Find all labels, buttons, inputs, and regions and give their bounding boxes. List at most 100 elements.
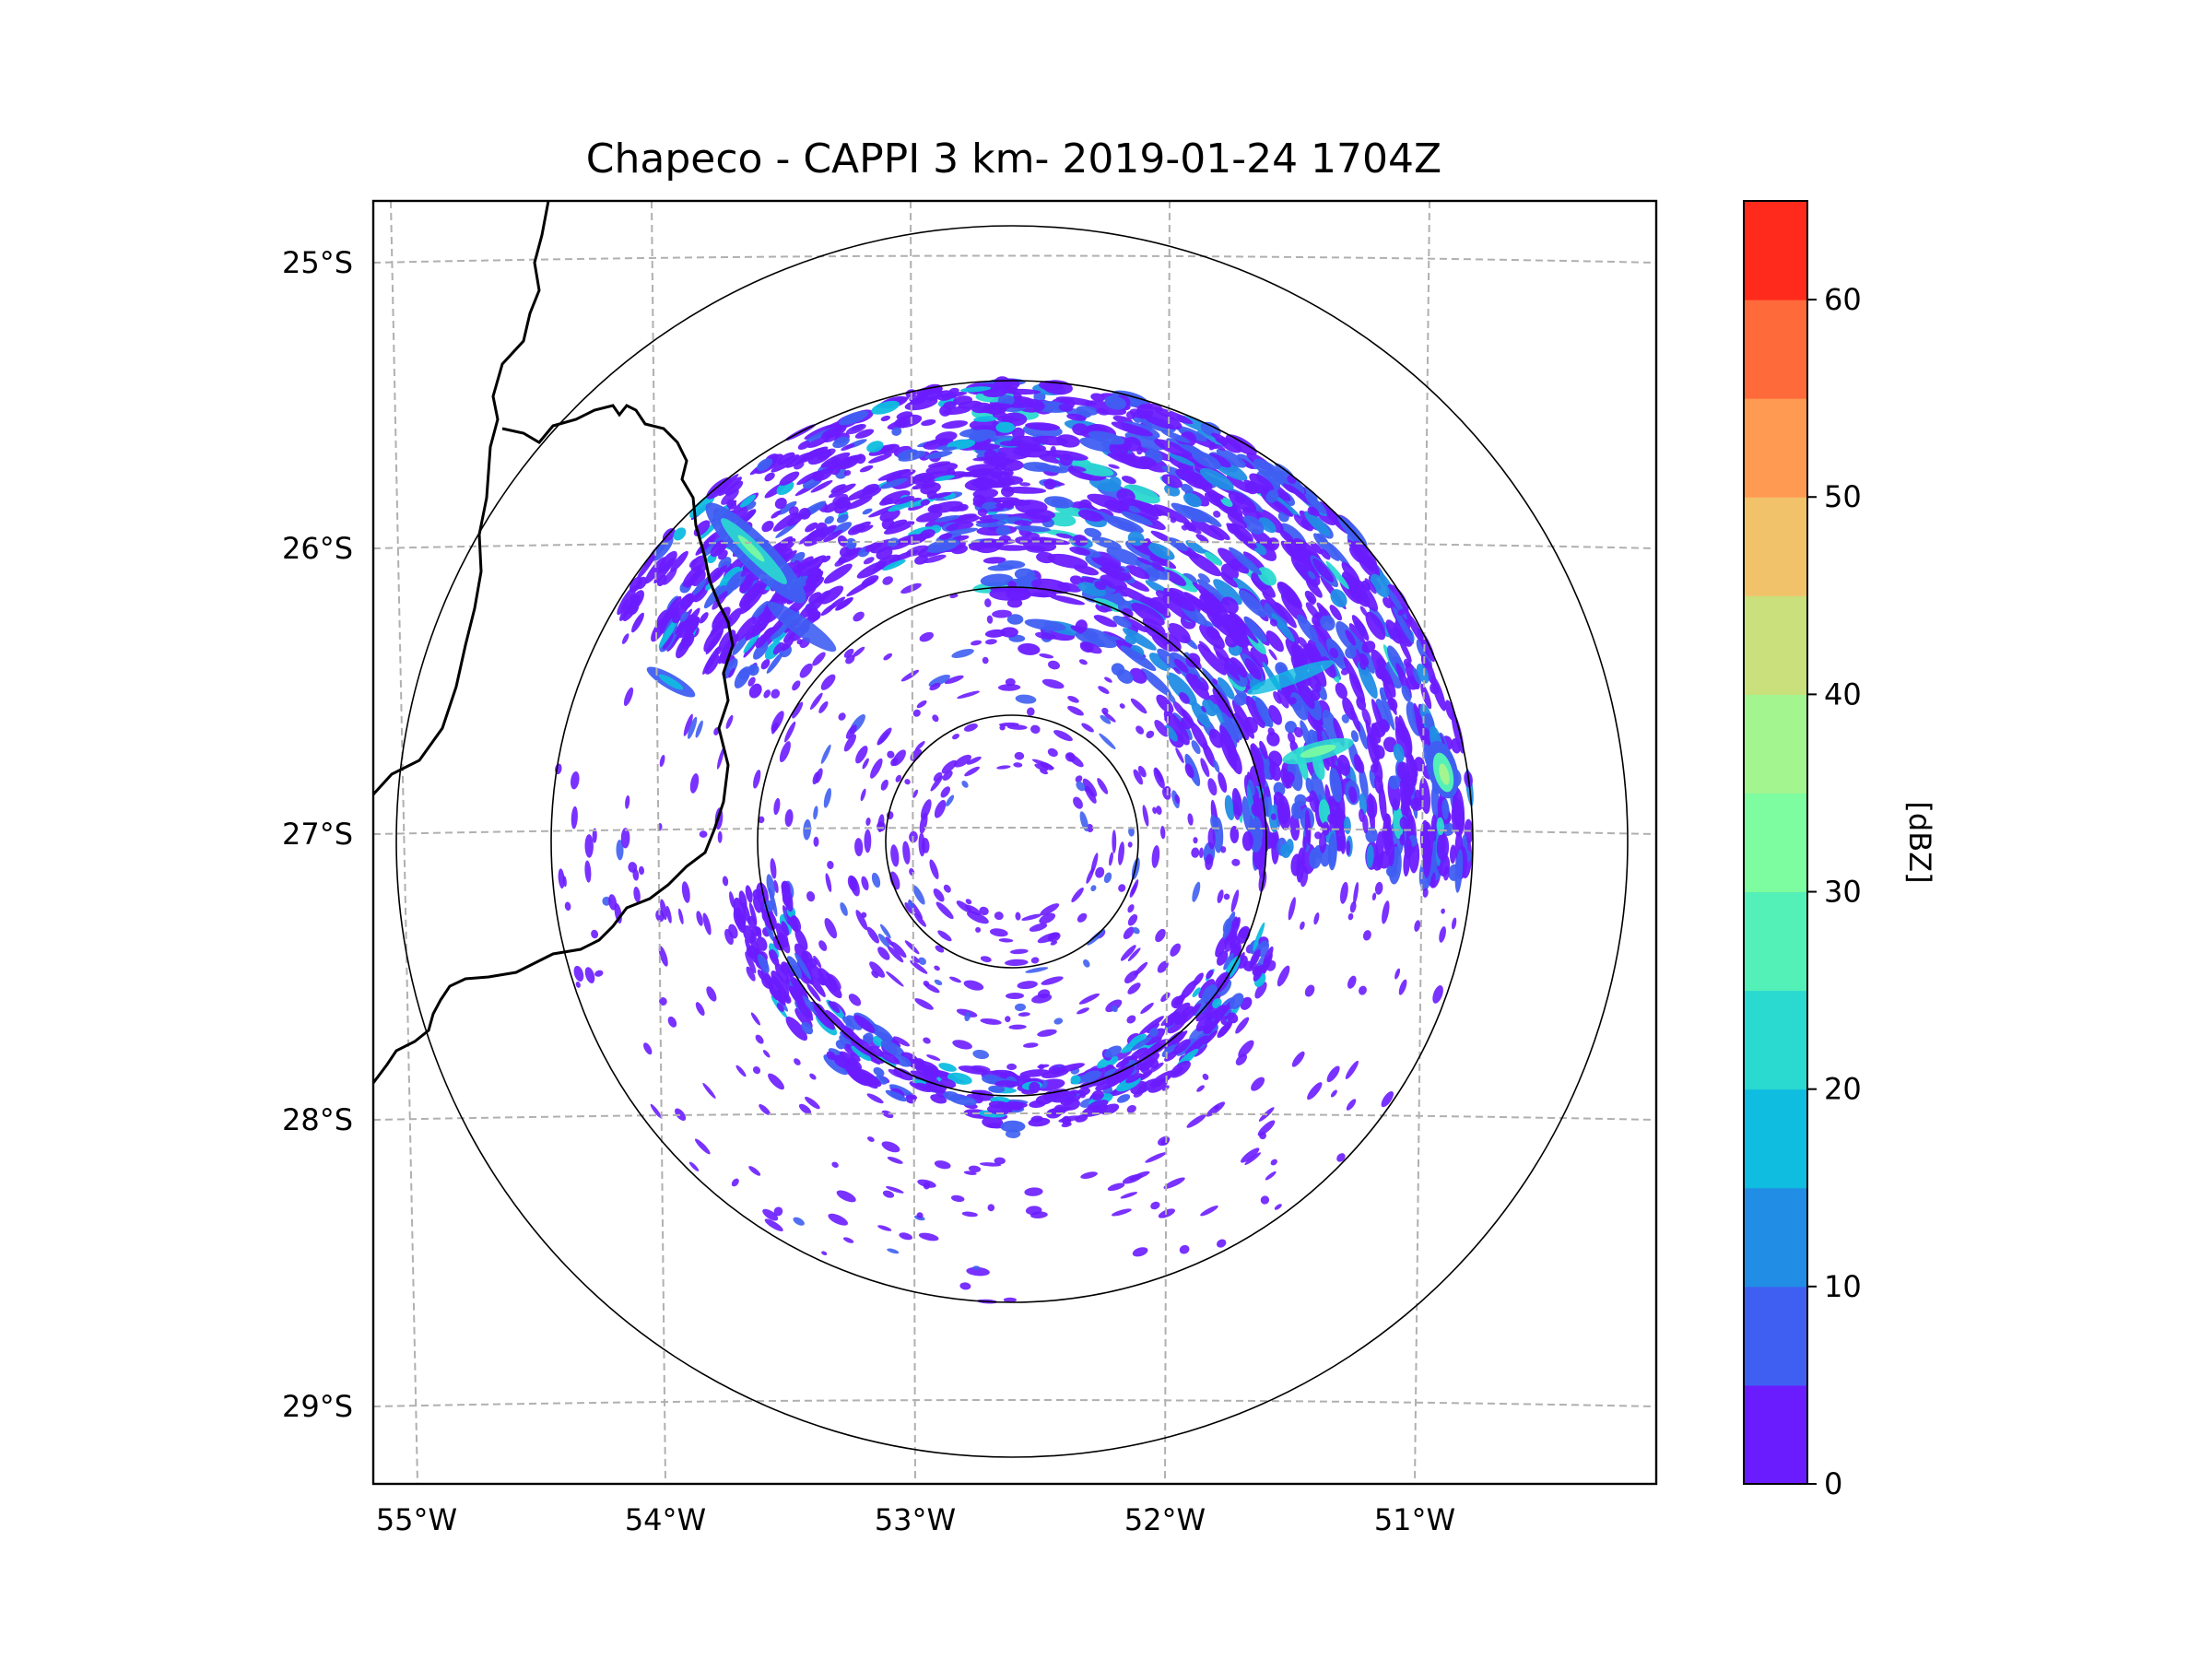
- echo-cell: [1080, 628, 1117, 649]
- echo-cell: [876, 547, 893, 560]
- echo-cell: [1327, 813, 1337, 825]
- echo-cell: [1289, 813, 1300, 841]
- echo-cell: [1104, 395, 1127, 410]
- echo-cell: [1313, 912, 1320, 925]
- echo-cell: [1131, 1037, 1152, 1051]
- echo-cell: [1030, 957, 1040, 964]
- echo-cell: [1233, 802, 1241, 820]
- echo-cell: [859, 524, 874, 533]
- echo-cell: [1420, 683, 1432, 710]
- echo-cell: [562, 876, 567, 888]
- echo-cell: [1001, 388, 1041, 395]
- echo-cell: [667, 1016, 677, 1028]
- echo-cell: [1198, 641, 1212, 653]
- echo-cell: [1441, 908, 1445, 914]
- echo-cell: [806, 983, 821, 1002]
- echo-cell: [721, 488, 739, 505]
- echo-cell: [1040, 769, 1048, 775]
- echo-cell: [1135, 725, 1145, 735]
- echo-cell: [1399, 777, 1410, 814]
- echo-cell: [823, 563, 853, 584]
- echo-cell: [805, 522, 818, 533]
- echo-cell: [1123, 628, 1157, 651]
- echo-cell: [986, 615, 994, 624]
- echo-cell: [809, 1073, 817, 1080]
- echo-cell: [961, 781, 969, 788]
- echo-cell: [806, 972, 826, 997]
- echo-cell: [845, 1015, 863, 1030]
- echo-cell: [692, 578, 707, 595]
- echo-cell: [880, 443, 900, 455]
- echo-cell: [904, 901, 913, 914]
- echo-cell: [1381, 1091, 1394, 1108]
- chart-title: Chapeco - CAPPI 3 km- 2019-01-24 1704Z: [586, 135, 1441, 182]
- echo-cell: [1170, 943, 1182, 957]
- echo-cell: [771, 975, 790, 1002]
- echo-cell: [752, 888, 763, 900]
- echo-cell: [1238, 1040, 1254, 1058]
- echo-cell: [1171, 995, 1183, 1009]
- echo-cell: [1030, 1115, 1043, 1123]
- echo-cell: [771, 454, 800, 473]
- echo-cell: [985, 639, 997, 645]
- echo-cell: [932, 714, 939, 723]
- echo-cell: [794, 928, 808, 951]
- lon-label-53w: 53°W: [875, 1502, 956, 1537]
- colorbar-segment: [1744, 990, 1807, 1090]
- echo-cell: [761, 521, 774, 533]
- echo-cell: [928, 674, 951, 688]
- echo-cell: [845, 724, 857, 739]
- echo-cell: [712, 591, 728, 610]
- echo-cell: [933, 771, 943, 782]
- echo-cell: [1362, 814, 1369, 834]
- echo-cell: [1148, 653, 1171, 672]
- echo-cell: [980, 1018, 1002, 1025]
- echo-cell: [1030, 724, 1041, 735]
- echo-cell: [941, 759, 958, 774]
- echo-cell: [658, 946, 668, 967]
- echo-cell: [1362, 930, 1371, 941]
- echo-cell: [927, 461, 951, 468]
- echo-cell: [1117, 1094, 1131, 1103]
- echo-cell: [886, 971, 904, 987]
- echo-cell: [880, 477, 908, 489]
- echo-cell: [854, 429, 875, 439]
- echo-cell: [1285, 721, 1298, 734]
- echo-cell: [694, 1138, 711, 1155]
- echo-cell: [890, 844, 900, 867]
- echo-cell: [1242, 960, 1254, 971]
- echo-cell: [1294, 726, 1303, 738]
- echo-cell: [1181, 483, 1194, 494]
- echo-cell: [886, 1186, 904, 1194]
- echo-cell: [1370, 763, 1379, 773]
- echo-cell: [1051, 1066, 1063, 1076]
- echo-cell: [1003, 487, 1047, 494]
- echo-cell: [1379, 665, 1396, 698]
- echo-cell: [852, 646, 865, 658]
- echo-cell: [977, 508, 988, 517]
- echo-cell: [1167, 537, 1188, 551]
- echo-cell: [835, 1040, 846, 1050]
- echo-cell: [1327, 832, 1337, 871]
- echo-cell: [1025, 1206, 1042, 1216]
- echo-cell: [893, 1054, 912, 1067]
- echo-cell: [823, 1053, 849, 1076]
- echo-cell: [794, 943, 810, 966]
- echo-cell: [1439, 763, 1450, 785]
- echo-cell: [743, 630, 761, 653]
- echo-cell: [1003, 500, 1015, 510]
- echo-cell: [594, 970, 604, 977]
- echo-cell: [1291, 802, 1301, 820]
- echo-cell: [1186, 506, 1213, 524]
- echo-cell: [1091, 536, 1122, 550]
- echo-cell: [1366, 733, 1380, 769]
- echo-cell: [982, 1116, 1004, 1129]
- echo-cell: [1348, 546, 1364, 564]
- colorbar-segment: [1744, 300, 1807, 399]
- echo-cell: [1170, 1060, 1191, 1078]
- echo-cell: [1002, 468, 1014, 477]
- echo-cell: [1205, 853, 1214, 871]
- echo-cell: [706, 986, 717, 1002]
- echo-cell: [1012, 447, 1051, 458]
- lat-gridline-26s: [373, 540, 1656, 549]
